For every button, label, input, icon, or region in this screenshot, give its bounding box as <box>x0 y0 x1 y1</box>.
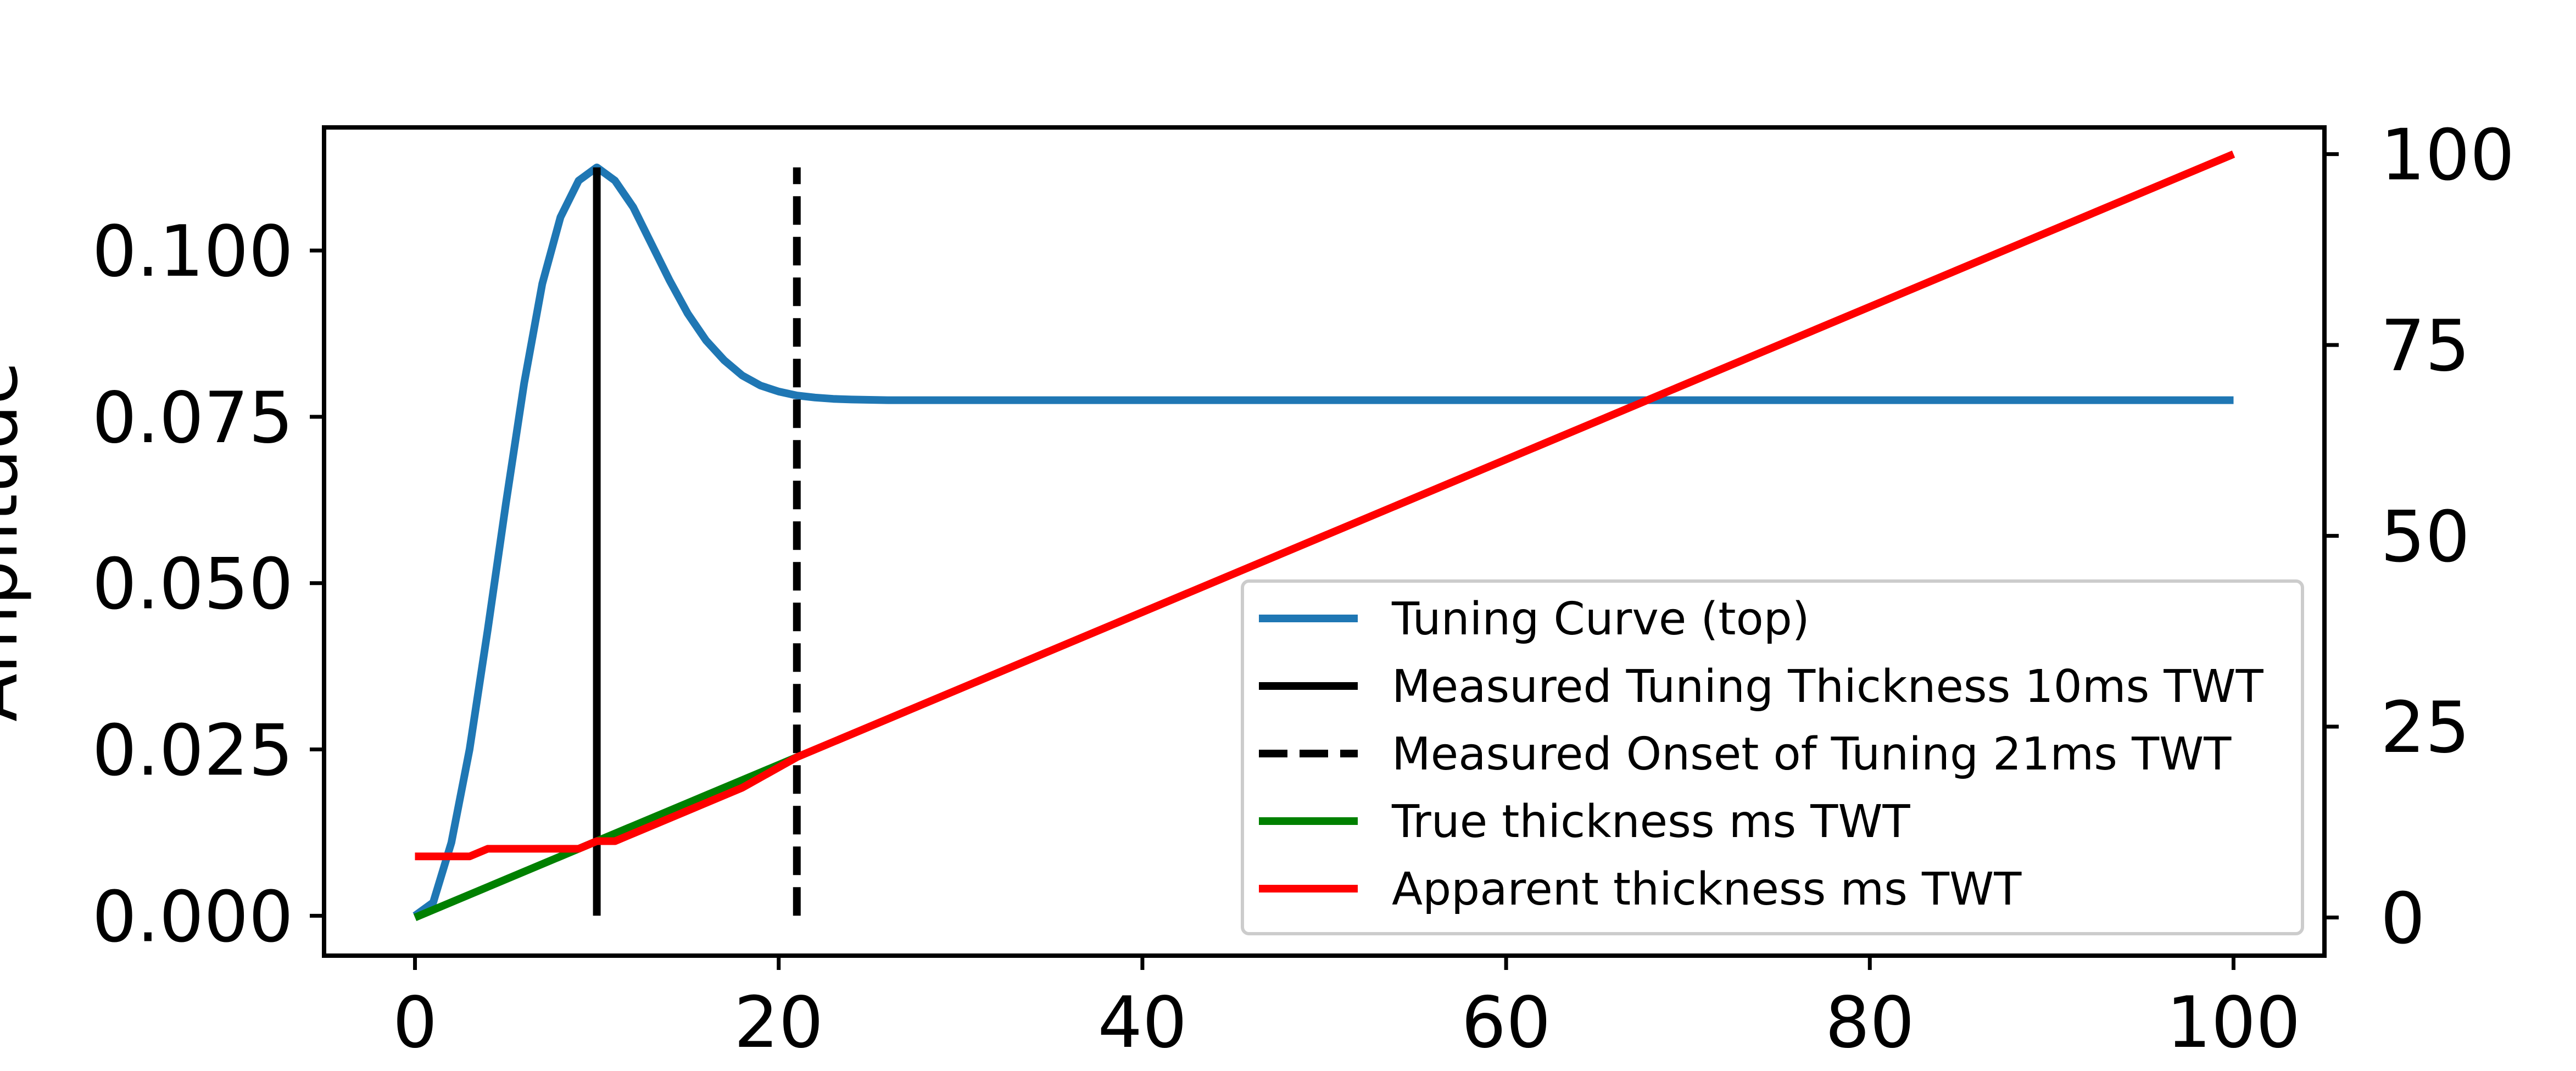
y-axis-title: Amplitude <box>0 361 34 722</box>
x-tick-label-3: 60 <box>1462 982 1551 1064</box>
y2-tick-label-4: 100 <box>2380 115 2514 197</box>
y2-tick-label-1: 25 <box>2380 687 2470 769</box>
plot-frame <box>322 125 2327 958</box>
legend-entry-1: Measured Tuning Thickness 10ms TWT <box>1392 661 2264 713</box>
y2-tick-label-3: 75 <box>2380 305 2470 387</box>
y-tick-label-3: 0.075 <box>92 377 293 459</box>
x-axis: 0 20 40 60 80 100 <box>393 956 2301 1064</box>
y-tick-label-0: 0.000 <box>92 876 293 958</box>
y-tick-label-1: 0.025 <box>92 710 293 792</box>
x-tick-label-5: 100 <box>2166 982 2300 1064</box>
x-tick-label-2: 40 <box>1097 982 1187 1064</box>
series-line-4 <box>415 150 2235 861</box>
x-tick-label-4: 80 <box>1825 982 1915 1064</box>
y-axis-right: 0 25 50 75 100 <box>2324 115 2514 960</box>
y-axis-left: 0.000 0.025 0.050 0.075 0.100 <box>92 211 324 958</box>
legend-entry-3: True thickness ms TWT <box>1391 796 1910 848</box>
y-tick-label-2: 0.050 <box>92 544 293 626</box>
legend-entry-4: Apparent thickness ms TWT <box>1392 863 2022 916</box>
legend-entry-2: Measured Onset of Tuning 21ms TWT <box>1392 728 2232 780</box>
x-tick-label-0: 0 <box>393 982 437 1064</box>
y2-tick-label-2: 50 <box>2380 497 2470 578</box>
x-tick-label-1: 20 <box>734 982 823 1064</box>
y-tick-label-4: 0.100 <box>92 211 293 293</box>
series-line-0 <box>412 163 2234 919</box>
series-layer <box>412 150 2235 921</box>
y2-tick-label-0: 0 <box>2380 878 2425 960</box>
legend: Tuning Curve (top) Measured Tuning Thickn… <box>1241 579 2304 935</box>
legend-box <box>1241 579 2304 935</box>
legend-entry-0: Tuning Curve (top) <box>1391 593 1810 645</box>
